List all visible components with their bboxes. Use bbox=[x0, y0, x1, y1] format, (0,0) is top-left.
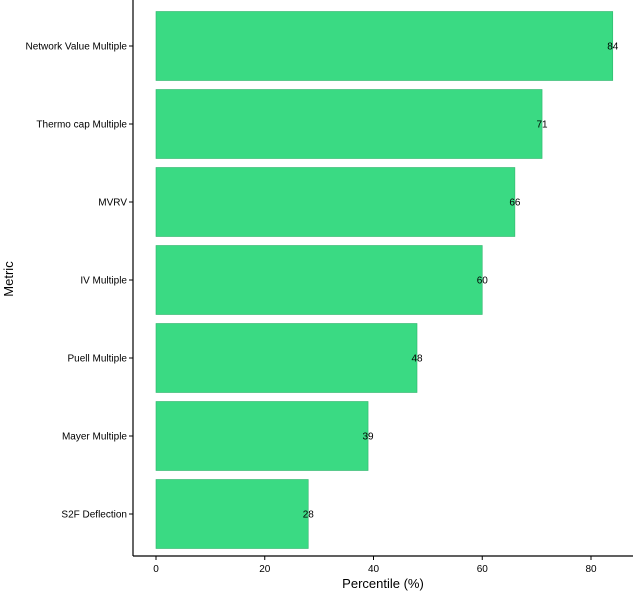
data-label-1: 71 bbox=[537, 120, 549, 131]
data-label-2: 66 bbox=[509, 198, 521, 209]
x-tick-label-3: 60 bbox=[477, 564, 489, 575]
bar-0 bbox=[155, 11, 614, 81]
x-tick-label-0: 0 bbox=[153, 564, 159, 575]
x-tick-label-2: 40 bbox=[368, 564, 380, 575]
bar-2 bbox=[155, 167, 516, 237]
y-tick-label-0: Network Value Multiple bbox=[25, 42, 127, 53]
y-tick-label-2: MVRV bbox=[98, 198, 127, 209]
y-tick-label-5: Mayer Multiple bbox=[62, 432, 127, 443]
bar-1 bbox=[155, 89, 543, 159]
data-label-5: 39 bbox=[363, 432, 375, 443]
y-axis-title: Metric bbox=[1, 261, 16, 297]
x-tick-label-4: 80 bbox=[585, 564, 597, 575]
x-tick-label-1: 20 bbox=[259, 564, 271, 575]
bars bbox=[155, 11, 614, 549]
data-label-0: 84 bbox=[607, 42, 619, 53]
y-tick-label-6: S2F Deflection bbox=[61, 510, 127, 521]
y-tick-label-3: IV Multiple bbox=[80, 276, 127, 287]
bar-3 bbox=[155, 245, 483, 315]
x-axis-title: Percentile (%) bbox=[342, 576, 424, 591]
data-label-6: 28 bbox=[303, 510, 315, 521]
y-tick-label-4: Puell Multiple bbox=[68, 354, 128, 365]
data-label-3: 60 bbox=[477, 276, 489, 287]
y-axis-ticks: Network Value Multiple Thermo cap Multipl… bbox=[25, 42, 133, 521]
data-labels: 84 71 66 60 48 39 28 bbox=[303, 42, 619, 521]
data-label-4: 48 bbox=[411, 354, 423, 365]
bar-5 bbox=[155, 401, 369, 471]
bar-6 bbox=[155, 479, 309, 549]
bar-4 bbox=[155, 323, 418, 393]
y-tick-label-1: Thermo cap Multiple bbox=[36, 120, 127, 131]
x-axis-ticks: 0 20 40 60 80 bbox=[153, 556, 597, 575]
